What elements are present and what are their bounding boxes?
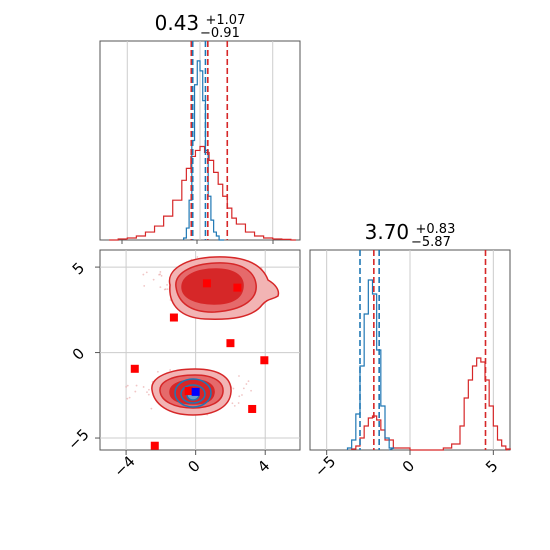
title-param1: 0.43 +1.07 — [155, 11, 246, 35]
sample-point — [231, 402, 234, 405]
sample-point — [241, 394, 243, 396]
marker-square — [248, 404, 257, 413]
tick-label: −5 — [64, 425, 92, 453]
sample-point — [250, 389, 252, 392]
sample-point — [135, 384, 138, 387]
sample-point — [147, 393, 150, 396]
contour-inner — [181, 268, 244, 305]
marginal-param1-panel: 0.43 +1.07 −0.91 — [99, 11, 301, 244]
sample-point — [134, 390, 137, 393]
sample-point — [159, 271, 162, 273]
marker-square — [150, 441, 159, 450]
title-param1-value: 0.43 — [155, 11, 200, 35]
marginal-param1-grid — [126, 41, 274, 240]
sample-point — [169, 369, 172, 371]
tick-label: 0 — [184, 457, 203, 476]
tick-label: 4 — [254, 457, 273, 476]
sample-point — [247, 380, 250, 383]
sample-point — [242, 387, 245, 390]
sample-point — [160, 274, 163, 277]
sample-point — [237, 402, 240, 404]
title-param2-minus: −5.87 — [411, 235, 451, 250]
sample-point — [159, 273, 162, 276]
joint-panel: −4 0 4 −5 0 5 — [64, 249, 301, 481]
title-param2: 3.70 +0.83 — [365, 220, 456, 244]
marker-square — [130, 364, 139, 373]
sample-point — [150, 407, 153, 410]
sample-point — [148, 388, 150, 391]
marker-square — [233, 283, 242, 292]
sample-point — [145, 271, 148, 274]
sample-point — [142, 273, 145, 276]
density-contours-upper — [168, 256, 280, 320]
marginal-param2-panel: −5 0 5 3.70 +0.83 −5.87 — [309, 220, 511, 481]
sample-point — [156, 370, 159, 373]
marginal-param2-histograms — [346, 250, 511, 451]
tick-label: 0 — [69, 344, 88, 363]
sample-point — [166, 283, 168, 286]
tick-label: −5 — [311, 452, 339, 480]
sample-point — [125, 385, 128, 388]
title-param2-value: 3.70 — [365, 220, 410, 244]
sample-point — [238, 395, 241, 398]
marginal-param2-ticks: −5 0 5 — [311, 450, 502, 481]
histogram-primary — [351, 357, 511, 451]
sample-point — [142, 386, 145, 388]
histogram-secondary — [346, 279, 395, 451]
sample-point — [163, 288, 166, 291]
truth-marker — [191, 387, 200, 396]
marker-square — [202, 279, 211, 288]
marker-square — [169, 313, 178, 322]
sample-point — [128, 396, 131, 399]
title-param1-minus: −0.91 — [200, 26, 240, 41]
sample-point — [232, 387, 235, 390]
sample-point — [146, 391, 148, 394]
contour-secondary-outer — [174, 378, 212, 408]
sample-point — [245, 383, 248, 385]
sample-point — [126, 384, 129, 387]
sample-point — [196, 256, 199, 258]
tick-label: 0 — [399, 457, 418, 476]
marker-square — [260, 356, 269, 365]
sample-point — [166, 288, 169, 291]
title-param2-plus: +0.83 — [416, 222, 456, 237]
tick-label: 5 — [69, 259, 88, 278]
tick-label: −4 — [110, 452, 138, 480]
histogram-secondary — [183, 60, 225, 241]
marginal-param1-histograms — [109, 41, 296, 241]
sample-point — [152, 278, 155, 281]
sample-point — [159, 286, 162, 288]
sample-point — [126, 397, 129, 400]
marker-square — [226, 339, 235, 348]
contour-secondary-mid — [180, 384, 206, 404]
sample-point — [143, 285, 146, 287]
tick-label: 5 — [482, 457, 501, 476]
marker-square — [184, 387, 193, 396]
sample-point — [238, 375, 240, 377]
sample-point — [233, 404, 236, 407]
joint-markers — [130, 279, 269, 450]
histogram-primary — [109, 145, 296, 241]
title-param1-plus: +1.07 — [206, 13, 246, 28]
